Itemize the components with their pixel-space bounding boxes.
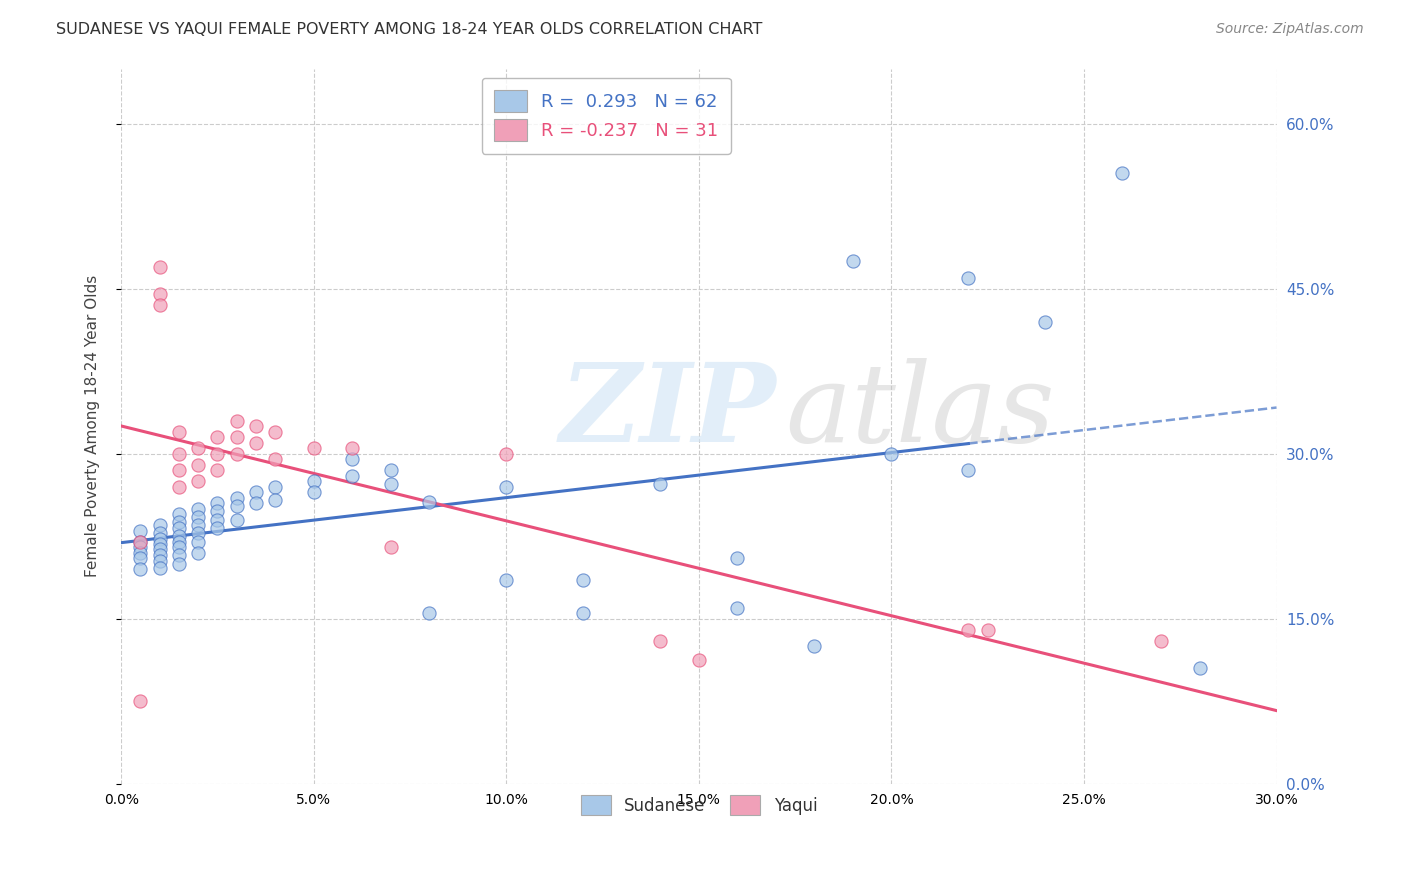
Point [129, 562, 152, 576]
Point [207, 504, 229, 518]
Point [187, 525, 209, 540]
Point [207, 513, 229, 527]
Point [880, 447, 903, 461]
Y-axis label: Female Poverty Among 18-24 Year Olds: Female Poverty Among 18-24 Year Olds [86, 275, 100, 577]
Point [957, 463, 980, 477]
Point [1150, 633, 1173, 648]
Point [167, 507, 190, 521]
Point [495, 573, 517, 587]
Point [149, 260, 172, 274]
Point [688, 653, 710, 667]
Point [725, 600, 748, 615]
Point [167, 534, 190, 549]
Text: SUDANESE VS YAQUI FEMALE POVERTY AMONG 18-24 YEAR OLDS CORRELATION CHART: SUDANESE VS YAQUI FEMALE POVERTY AMONG 1… [56, 22, 762, 37]
Point [264, 425, 287, 439]
Point [187, 501, 209, 516]
Point [225, 513, 247, 527]
Point [187, 518, 209, 533]
Point [129, 534, 152, 549]
Point [1035, 315, 1057, 329]
Point [149, 537, 172, 551]
Point [957, 270, 980, 285]
Point [149, 542, 172, 557]
Point [167, 557, 190, 571]
Point [302, 441, 325, 455]
Point [302, 485, 325, 500]
Point [207, 463, 229, 477]
Point [167, 480, 190, 494]
Point [245, 496, 267, 510]
Point [187, 510, 209, 524]
Point [976, 623, 998, 637]
Point [264, 452, 287, 467]
Point [725, 551, 748, 566]
Point [495, 447, 517, 461]
Text: Source: ZipAtlas.com: Source: ZipAtlas.com [1216, 22, 1364, 37]
Point [957, 623, 980, 637]
Point [1188, 661, 1211, 675]
Point [495, 480, 517, 494]
Point [167, 463, 190, 477]
Point [225, 500, 247, 514]
Point [187, 441, 209, 455]
Point [167, 529, 190, 543]
Point [264, 480, 287, 494]
Point [572, 573, 595, 587]
Text: ZIP: ZIP [560, 358, 776, 466]
Point [650, 477, 672, 491]
Point [650, 633, 672, 648]
Point [342, 452, 364, 467]
Point [1111, 166, 1133, 180]
Point [167, 521, 190, 535]
Point [149, 554, 172, 568]
Point [149, 287, 172, 301]
Point [129, 694, 152, 708]
Point [264, 492, 287, 507]
Point [245, 419, 267, 434]
Point [225, 414, 247, 428]
Point [149, 561, 172, 575]
Point [418, 606, 440, 620]
Point [129, 540, 152, 554]
Legend: Sudanese, Yaqui: Sudanese, Yaqui [571, 785, 827, 825]
Point [149, 525, 172, 540]
Point [149, 548, 172, 562]
Point [187, 546, 209, 560]
Point [149, 298, 172, 312]
Point [149, 533, 172, 547]
Point [572, 606, 595, 620]
Point [129, 524, 152, 538]
Point [167, 540, 190, 554]
Point [207, 430, 229, 444]
Point [380, 477, 402, 491]
Point [842, 254, 865, 268]
Point [167, 548, 190, 562]
Point [245, 485, 267, 500]
Point [207, 447, 229, 461]
Point [418, 495, 440, 509]
Point [149, 518, 172, 533]
Point [187, 458, 209, 472]
Point [187, 534, 209, 549]
Point [342, 441, 364, 455]
Point [129, 551, 152, 566]
Point [225, 447, 247, 461]
Point [187, 474, 209, 488]
Point [225, 430, 247, 444]
Point [245, 435, 267, 450]
Text: atlas: atlas [786, 358, 1054, 466]
Point [207, 521, 229, 535]
Point [129, 546, 152, 560]
Point [167, 425, 190, 439]
Point [302, 474, 325, 488]
Point [380, 540, 402, 554]
Point [803, 639, 825, 653]
Point [380, 463, 402, 477]
Point [129, 534, 152, 549]
Point [167, 515, 190, 529]
Point [225, 491, 247, 505]
Point [207, 496, 229, 510]
Point [167, 447, 190, 461]
Point [342, 468, 364, 483]
